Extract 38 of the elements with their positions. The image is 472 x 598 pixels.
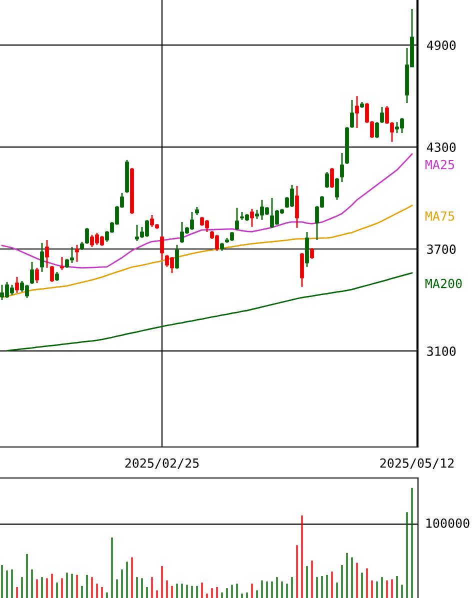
x-tick-label: 2025/02/25	[125, 458, 199, 469]
candlestick	[30, 261, 34, 285]
candlestick	[175, 244, 179, 270]
candlestick	[350, 99, 354, 129]
candlestick	[310, 247, 314, 260]
line-series	[1, 153, 413, 269]
candlestick	[50, 265, 54, 283]
candlestick	[60, 256, 64, 271]
candlestick	[85, 227, 89, 245]
candlestick	[35, 267, 39, 284]
text: 100000	[426, 518, 470, 528]
candlestick	[15, 276, 19, 294]
candlestick	[75, 244, 79, 263]
series-label: MA200	[425, 278, 462, 288]
candlestick	[40, 242, 44, 273]
candlestick	[235, 207, 239, 231]
candlestick	[375, 121, 379, 139]
candlestick	[300, 252, 304, 288]
y-tick-label: 4900	[426, 40, 456, 50]
line-series	[1, 204, 413, 298]
candlestick	[335, 177, 339, 201]
candlestick	[55, 271, 59, 282]
y-tick-label: 3100	[427, 346, 456, 356]
candlestick	[380, 106, 384, 124]
candlestick	[325, 171, 329, 189]
series-label: MA25	[425, 160, 454, 170]
candlestick	[45, 239, 49, 269]
line-series	[6, 272, 413, 352]
candlestick	[340, 152, 344, 183]
y-tick-label: 3700	[427, 244, 456, 254]
candlestick	[355, 95, 359, 129]
series-label: MA75	[425, 211, 454, 221]
candlestick	[330, 167, 334, 189]
y-tick-label: 4300	[426, 142, 456, 152]
candlestick	[250, 208, 254, 228]
candlestick	[160, 235, 164, 261]
x-tick-label: 2025/05/12	[380, 458, 454, 469]
candlestick	[295, 185, 299, 229]
